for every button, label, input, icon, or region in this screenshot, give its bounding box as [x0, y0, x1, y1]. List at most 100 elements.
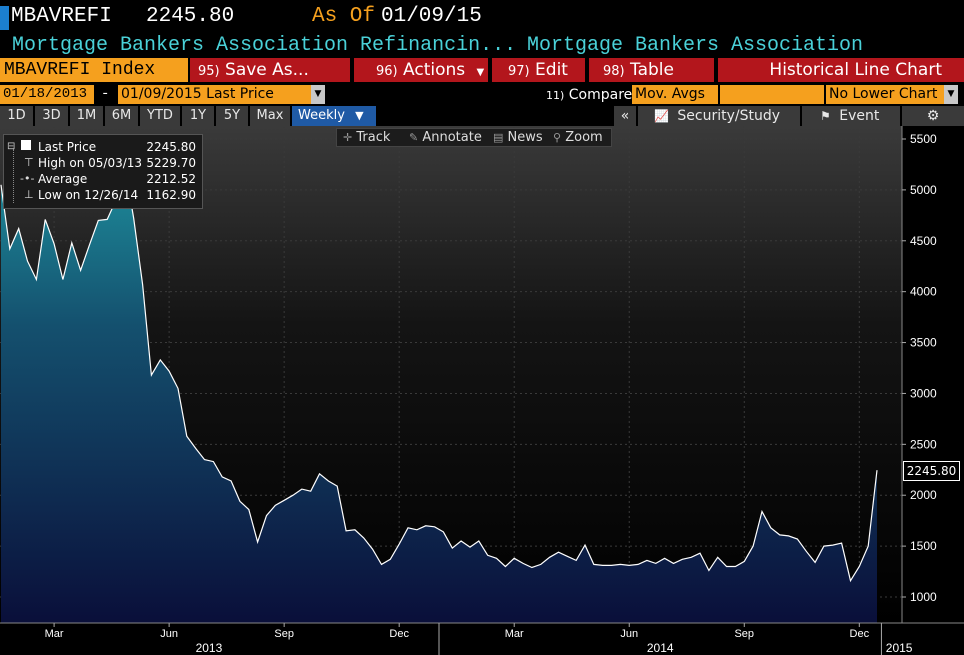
period-6m[interactable]: 6M	[105, 106, 138, 126]
chevron-down-icon[interactable]: ▼	[944, 85, 958, 104]
period-5y[interactable]: 5Y	[216, 106, 248, 126]
legend-low-value: 1162.90	[146, 188, 196, 202]
legend-high-label: High on 05/03/13	[38, 156, 143, 170]
end-date-field[interactable]: 01/09/2015 Last Price	[118, 85, 311, 104]
period-3d[interactable]: 3D	[35, 106, 68, 126]
edit-button[interactable]: 97) Edit ▼	[492, 58, 587, 104]
x-tick-label: Dec	[850, 628, 870, 640]
gear-icon[interactable]: ⚙	[902, 106, 964, 126]
start-date-field[interactable]: 01/18/2013	[0, 85, 94, 104]
period-1m[interactable]: 1M	[70, 106, 103, 126]
zoom-label: Zoom	[565, 130, 603, 145]
collapse-button[interactable]: «	[614, 106, 636, 126]
period-max[interactable]: Max	[250, 106, 290, 126]
x-tick-label: Sep	[734, 628, 754, 640]
news-label: News	[507, 130, 543, 145]
period-1y[interactable]: 1Y	[182, 106, 214, 126]
security-study-button[interactable]: 📈 Security/Study	[638, 106, 800, 126]
edit-number: 97)	[508, 64, 530, 79]
frequency-label: Weekly	[298, 108, 345, 123]
period-ytd[interactable]: YTD	[140, 106, 180, 126]
legend-last-price: Last Price 2245.80	[4, 140, 202, 156]
description-row: Mortgage Bankers Association Refinancin.…	[0, 33, 964, 57]
annotate-tool[interactable]: ✎ Annotate	[409, 130, 482, 145]
x-tick-label: Sep	[274, 628, 294, 640]
crosshair-icon: ✛	[343, 131, 353, 144]
x-tick-label: Jun	[620, 628, 638, 640]
menu-bar: MBAVREFI Index 95) Save As... 96) Action…	[0, 58, 964, 104]
year-label: 2015	[886, 641, 913, 655]
period-1d[interactable]: 1D	[0, 106, 33, 126]
legend-last-value: 2245.80	[146, 140, 196, 154]
legend-tree-line	[13, 149, 14, 203]
x-tick-label: Jun	[160, 628, 178, 640]
low-marker-icon: ⊥	[24, 188, 34, 201]
track-label: Track	[356, 130, 391, 145]
average-marker-icon: -•-	[20, 172, 35, 185]
lower-chart-field[interactable]: No Lower Chart	[826, 85, 944, 104]
actions-button[interactable]: 96) Actions ▼	[354, 58, 490, 82]
source-description: Mortgage Bankers Association	[527, 34, 864, 57]
date-range-row: 01/18/2013 - 01/09/2015 Last Price ▼ 11)…	[0, 84, 964, 105]
compare-number: 11)	[546, 89, 565, 102]
edit-label: Edit	[535, 60, 568, 80]
zoom-tool[interactable]: ⚲ Zoom	[553, 130, 603, 145]
year-label: 2013	[196, 641, 223, 655]
legend-low: ⊥ Low on 12/26/14 1162.90	[4, 188, 202, 204]
legend-high: ⊤ High on 05/03/13 5229.70	[4, 156, 202, 172]
frequency-select[interactable]: Weekly ▼	[292, 106, 376, 126]
flag-icon: ⚑	[820, 109, 831, 123]
x-tick-label: Mar	[505, 628, 524, 640]
y-tick-label: 4000	[910, 285, 937, 299]
table-button[interactable]: 98) Table	[589, 58, 716, 82]
chart-type-title[interactable]: Historical Line Chart	[718, 58, 964, 82]
save-as-number: 95)	[198, 64, 220, 79]
chevron-down-icon: ▼	[476, 67, 485, 78]
annotate-label: Annotate	[422, 130, 482, 145]
event-button[interactable]: ⚑ Event	[802, 106, 900, 126]
y-tick-label: 2000	[910, 488, 937, 502]
header-row: MBAVREFI 2245.80 As Of 01/09/15	[0, 0, 964, 34]
legend-high-value: 5229.70	[146, 156, 196, 170]
price-area	[1, 166, 877, 623]
as-of-label: As Of	[312, 5, 376, 28]
magnifier-icon: ⚲	[553, 131, 562, 144]
pencil-icon: ✎	[409, 131, 419, 144]
legend-last-label: Last Price	[38, 140, 97, 154]
chart-legend[interactable]: ⊟ Last Price 2245.80 ⊤ High on 05/03/13 …	[3, 134, 203, 209]
checkbox-icon[interactable]	[21, 140, 31, 153]
track-tool[interactable]: ✛ Track	[343, 130, 390, 145]
as-of-date: 01/09/15	[381, 5, 482, 28]
legend-average: -•- Average 2212.52	[4, 172, 202, 188]
legend-average-label: Average	[38, 172, 88, 186]
index-field[interactable]: MBAVREFI Index	[0, 58, 188, 82]
security-study-label: Security/Study	[677, 108, 781, 124]
x-tick-label: Mar	[45, 628, 64, 640]
x-axis: Mar Jun Sep Dec Mar Jun Sep Dec 2013 2014 2015	[45, 623, 913, 655]
high-marker-icon: ⊤	[24, 156, 34, 169]
price-line	[0, 166, 878, 583]
y-axis: 5500 5000 4500 4000 3500 3000 2500 2000 1500 1000	[902, 132, 937, 604]
legend-average-value: 2212.52	[146, 172, 196, 186]
table-number: 98)	[603, 64, 625, 79]
save-as-label: Save As...	[225, 60, 309, 80]
y-tick-label: 1500	[910, 539, 937, 553]
date-range-dash: -	[101, 86, 110, 102]
chevron-down-icon: ▼	[355, 109, 364, 122]
news-icon: ▤	[493, 131, 504, 144]
chart-tools-bar: ✛ Track ✎ Annotate ▤ News ⚲ Zoom	[336, 128, 612, 147]
period-toolbar: 1D 3D 1M 6M YTD 1Y 5Y Max Weekly ▼ « 📈 S…	[0, 106, 964, 126]
mov-avgs-field[interactable]: Mov. Avgs	[632, 85, 718, 104]
chevron-down-icon[interactable]: ▼	[311, 85, 325, 104]
collapse-legend-icon[interactable]: ⊟	[7, 141, 16, 152]
compare-button[interactable]: 11) Compare	[546, 87, 632, 103]
save-as-button[interactable]: 95) Save As...	[190, 58, 352, 82]
y-tick-label: 1000	[910, 590, 937, 604]
y-tick-label: 3000	[910, 386, 937, 400]
chart-add-icon: 📈	[654, 109, 669, 123]
security-marker	[0, 6, 9, 30]
current-price: 2245.80	[146, 5, 235, 28]
y-tick-label: 4500	[910, 234, 937, 248]
actions-label: Actions	[403, 60, 466, 80]
news-tool[interactable]: ▤ News	[493, 130, 543, 145]
